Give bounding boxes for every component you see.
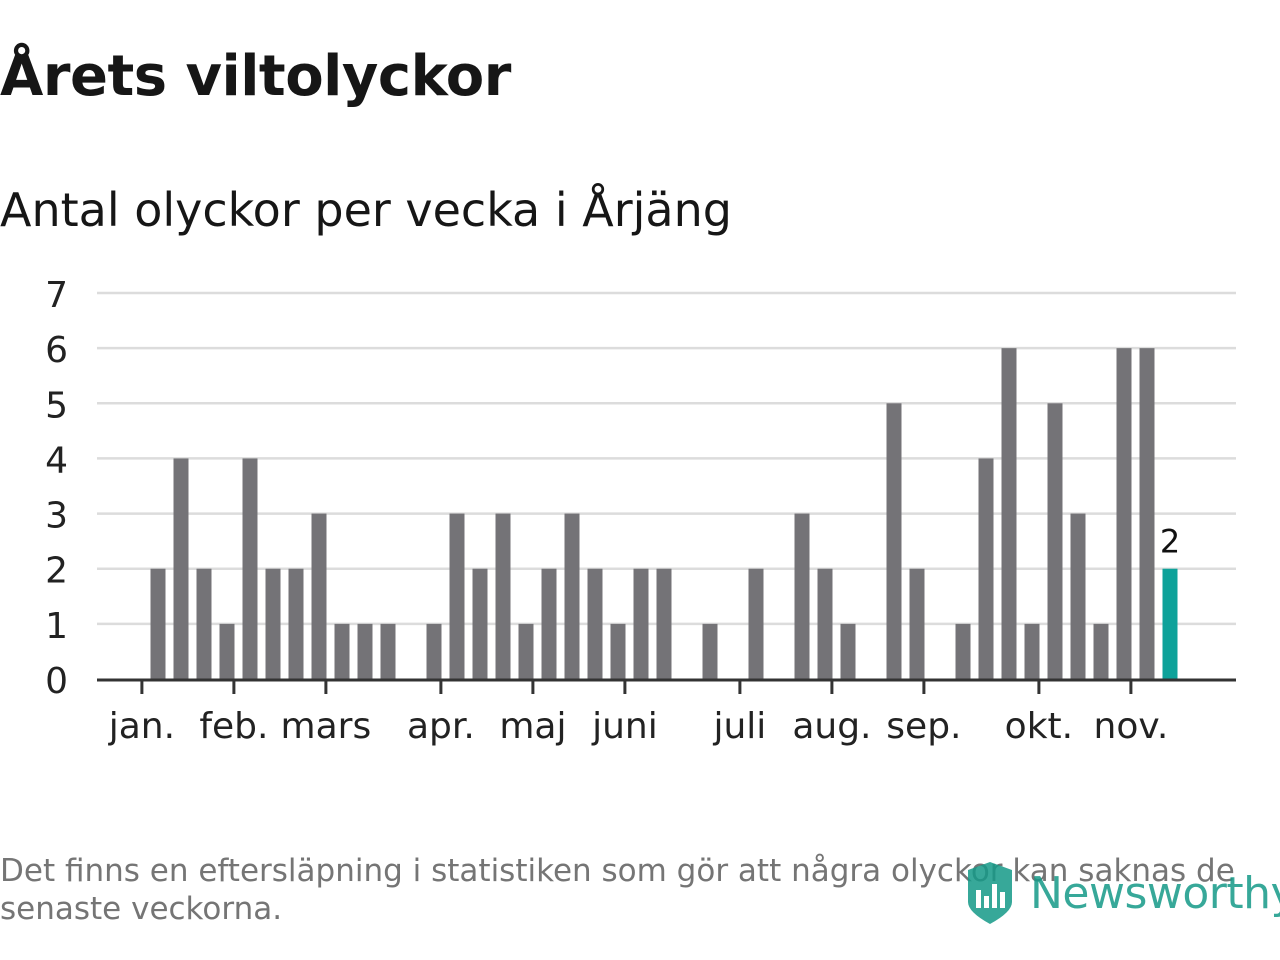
bar: [1139, 348, 1155, 679]
bar: [426, 623, 442, 679]
y-tick-label: 2: [45, 551, 68, 592]
bar-highlight: [1162, 568, 1178, 679]
x-tick-label: juni: [591, 706, 658, 747]
bar: [794, 513, 810, 679]
x-tick-label: juli: [712, 706, 766, 747]
bar: [495, 513, 511, 679]
x-tick-label: sep.: [886, 706, 961, 747]
bar: [564, 513, 580, 679]
bar: [449, 513, 465, 679]
bar: [909, 568, 925, 679]
bar: [1047, 403, 1063, 679]
bar: [380, 623, 396, 679]
bar: [173, 458, 189, 679]
y-tick-label: 5: [45, 385, 68, 426]
x-axis: jan. feb. mars apr. maj juni juli aug. sep. okt. n…: [97, 678, 1236, 747]
x-tick-label: jan.: [108, 706, 175, 747]
bar: [587, 568, 603, 679]
y-axis-ticks: 0 1 2 3 4 5 6 7: [45, 275, 68, 702]
logo-text: Newsworthy: [1030, 867, 1280, 919]
y-tick-label: 1: [45, 606, 68, 647]
bar: [1093, 623, 1109, 679]
chart-subtitle: Antal olyckor per vecka i Årjäng: [0, 183, 732, 237]
bar: [242, 458, 258, 679]
bar: [150, 568, 166, 679]
y-tick-label: 4: [45, 440, 68, 481]
bar: [955, 623, 971, 679]
gridlines: [97, 291, 1236, 626]
bar: [978, 458, 994, 679]
bar: [633, 568, 649, 679]
y-tick-label: 0: [45, 661, 68, 702]
bar: [886, 403, 902, 679]
bar: [817, 568, 833, 679]
bar: [748, 568, 764, 679]
bar: [610, 623, 626, 679]
bar: [702, 623, 718, 679]
bar: [518, 623, 534, 679]
x-tick-label: nov.: [1094, 706, 1169, 747]
y-tick-label: 7: [45, 275, 68, 316]
footnote: Det finns en eftersläpning i statistiken…: [0, 853, 1235, 927]
x-tick-label: apr.: [407, 706, 475, 747]
bars: [150, 348, 1178, 679]
y-tick-label: 3: [45, 496, 68, 537]
x-tick-label: maj: [499, 706, 566, 747]
bar: [1001, 348, 1017, 679]
bar: [1070, 513, 1086, 679]
x-tick-label: feb.: [199, 706, 268, 747]
bar: [1116, 348, 1132, 679]
bar: [357, 623, 373, 679]
y-tick-label: 6: [45, 330, 68, 371]
bar: [196, 568, 212, 679]
bar: [311, 513, 327, 679]
bar: [472, 568, 488, 679]
newsworthy-logo: Newsworthy: [964, 860, 1280, 926]
bar: [288, 568, 304, 679]
data-labels: 2: [1160, 523, 1180, 561]
bar-chart: 0 1 2 3 4 5 6 7 jan. feb. mars apr. maj juni juli aug.…: [45, 275, 1236, 747]
bar: [656, 568, 672, 679]
data-label-last: 2: [1160, 523, 1180, 561]
bar: [265, 568, 281, 679]
chart-title: Årets viltolyckor: [0, 44, 511, 109]
bar: [334, 623, 350, 679]
logo-icon: [968, 862, 1012, 924]
x-tick-label: mars: [281, 706, 372, 747]
bar: [541, 568, 557, 679]
bar: [219, 623, 235, 679]
bar: [1024, 623, 1040, 679]
bar: [840, 623, 856, 679]
x-tick-label: aug.: [792, 706, 871, 747]
x-tick-label: okt.: [1005, 706, 1073, 747]
